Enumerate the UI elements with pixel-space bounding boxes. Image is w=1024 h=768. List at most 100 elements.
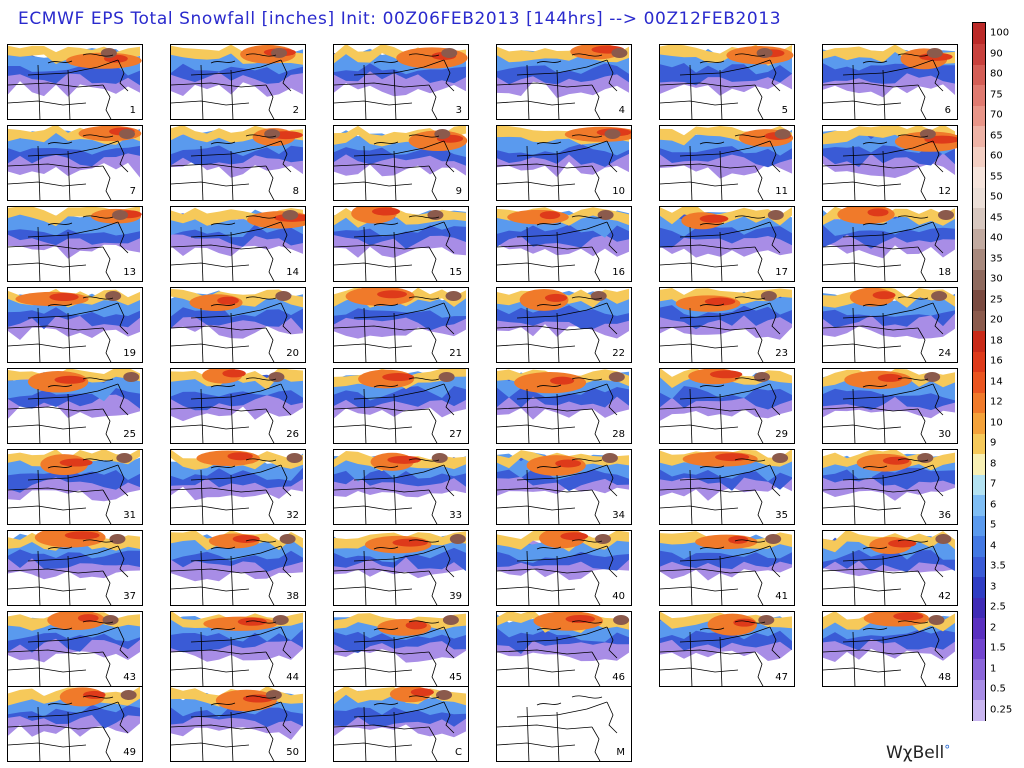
state-borders [171, 53, 292, 119]
panel-label: 35 [775, 510, 788, 521]
panel-label: 2 [292, 105, 299, 116]
state-borders [171, 296, 292, 362]
snow-max-area [753, 372, 770, 382]
snow-max-area [436, 690, 453, 700]
snowfall-map [823, 450, 955, 524]
ensemble-panel: 28 [496, 368, 632, 444]
snow-max-area [715, 453, 750, 462]
snowfall-map [171, 207, 305, 281]
snow-max-area [758, 615, 775, 625]
ensemble-panel: 49 [7, 686, 143, 762]
colorbar-tick-label: 70 [990, 109, 1003, 121]
panel-label: 27 [449, 429, 462, 440]
snow-max-area [279, 534, 296, 544]
panel-label: 30 [938, 429, 951, 440]
snow-max-area [772, 453, 789, 463]
snow-max-area [774, 129, 791, 139]
panel-label: 38 [286, 591, 299, 602]
ensemble-panel: 33 [333, 449, 469, 525]
snow-max-area [387, 455, 421, 464]
ensemble-panel: 3 [333, 44, 469, 120]
state-borders [334, 539, 455, 605]
colorbar-swatch [973, 84, 985, 106]
ensemble-panel: 14 [170, 206, 306, 282]
snow-max-area [112, 210, 129, 220]
weatherbell-logo: WχBell° [886, 743, 950, 763]
snowfall-map [8, 450, 140, 524]
snow-max-area [441, 48, 458, 58]
snowfall-map [8, 288, 140, 362]
snow-max-area [77, 614, 99, 623]
snowfall-map [497, 450, 629, 524]
ensemble-panel: 34 [496, 449, 632, 525]
snowfall-map [497, 126, 631, 200]
snowfall-map [334, 451, 466, 524]
panel-label: 9 [455, 186, 462, 197]
colorbar-swatch [973, 597, 985, 618]
snow-max-area [392, 538, 428, 547]
state-borders [8, 695, 129, 761]
panel-label: 12 [938, 186, 951, 197]
panel-label: 26 [286, 429, 299, 440]
snowfall-map [171, 45, 303, 119]
panel-label: 17 [775, 267, 788, 278]
ensemble-panel: 30 [822, 368, 958, 444]
colorbar-tick-label: 5 [990, 519, 997, 531]
state-borders [171, 134, 292, 200]
panel-label: 24 [938, 348, 951, 359]
snow-max-area [242, 694, 274, 703]
colorbar-swatch [973, 371, 985, 393]
snow-max-area [937, 210, 954, 220]
ensemble-panel: 36 [822, 449, 958, 525]
snow-max-area [442, 615, 459, 625]
snowfall-map [823, 288, 955, 362]
panel-label: 45 [449, 672, 462, 683]
panel-label: 29 [775, 429, 788, 440]
ensemble-panel: 13 [7, 206, 143, 282]
ensemble-panel: 32 [170, 449, 306, 525]
colorbar-swatch [973, 166, 985, 188]
state-borders [8, 296, 129, 362]
state-borders [823, 296, 944, 362]
panel-label: 42 [938, 591, 951, 602]
snow-max-area [882, 456, 910, 465]
snowfall-map [334, 687, 466, 761]
snow-max-area [544, 293, 568, 302]
ensemble-panel: 26 [170, 368, 306, 444]
ensemble-panel: 31 [7, 449, 143, 525]
snow-max-area [54, 375, 86, 384]
state-borders [334, 458, 455, 524]
ensemble-panel: 15 [333, 206, 469, 282]
snow-max-area [109, 534, 126, 544]
snow-max-area [867, 208, 889, 217]
snowfall-map [171, 531, 303, 605]
ensemble-panel: 1 [7, 44, 143, 120]
snowfall-map [171, 687, 303, 761]
snow-max-area [371, 207, 401, 216]
state-borders [660, 215, 781, 281]
brand-dot-icon: ° [944, 743, 951, 757]
snowfall-map [823, 126, 957, 200]
snow-max-area [608, 372, 625, 382]
state-borders [8, 539, 129, 605]
snow-max-area [893, 612, 924, 621]
snow-max-area [613, 615, 630, 625]
colorbar-tick-label: 25 [990, 294, 1003, 306]
snow-max-area [275, 291, 292, 301]
colorbar-tick-label: 60 [990, 150, 1003, 162]
state-borders [8, 620, 129, 686]
snowfall-map [823, 612, 955, 686]
snow-max-area [550, 376, 575, 385]
snowfall-map [823, 207, 955, 281]
state-borders [8, 215, 129, 281]
ensemble-panel: 23 [659, 287, 795, 363]
colorbar-tick-label: 7 [990, 478, 997, 490]
panel-label: 22 [612, 348, 625, 359]
state-borders [334, 695, 455, 761]
snow-max-area [264, 129, 281, 139]
panel-label: 5 [781, 105, 788, 116]
snowfall-map [8, 612, 140, 686]
colorbar-swatch [973, 23, 985, 44]
colorbar-tick-label: 90 [990, 48, 1003, 60]
snowfall-map [660, 45, 794, 119]
